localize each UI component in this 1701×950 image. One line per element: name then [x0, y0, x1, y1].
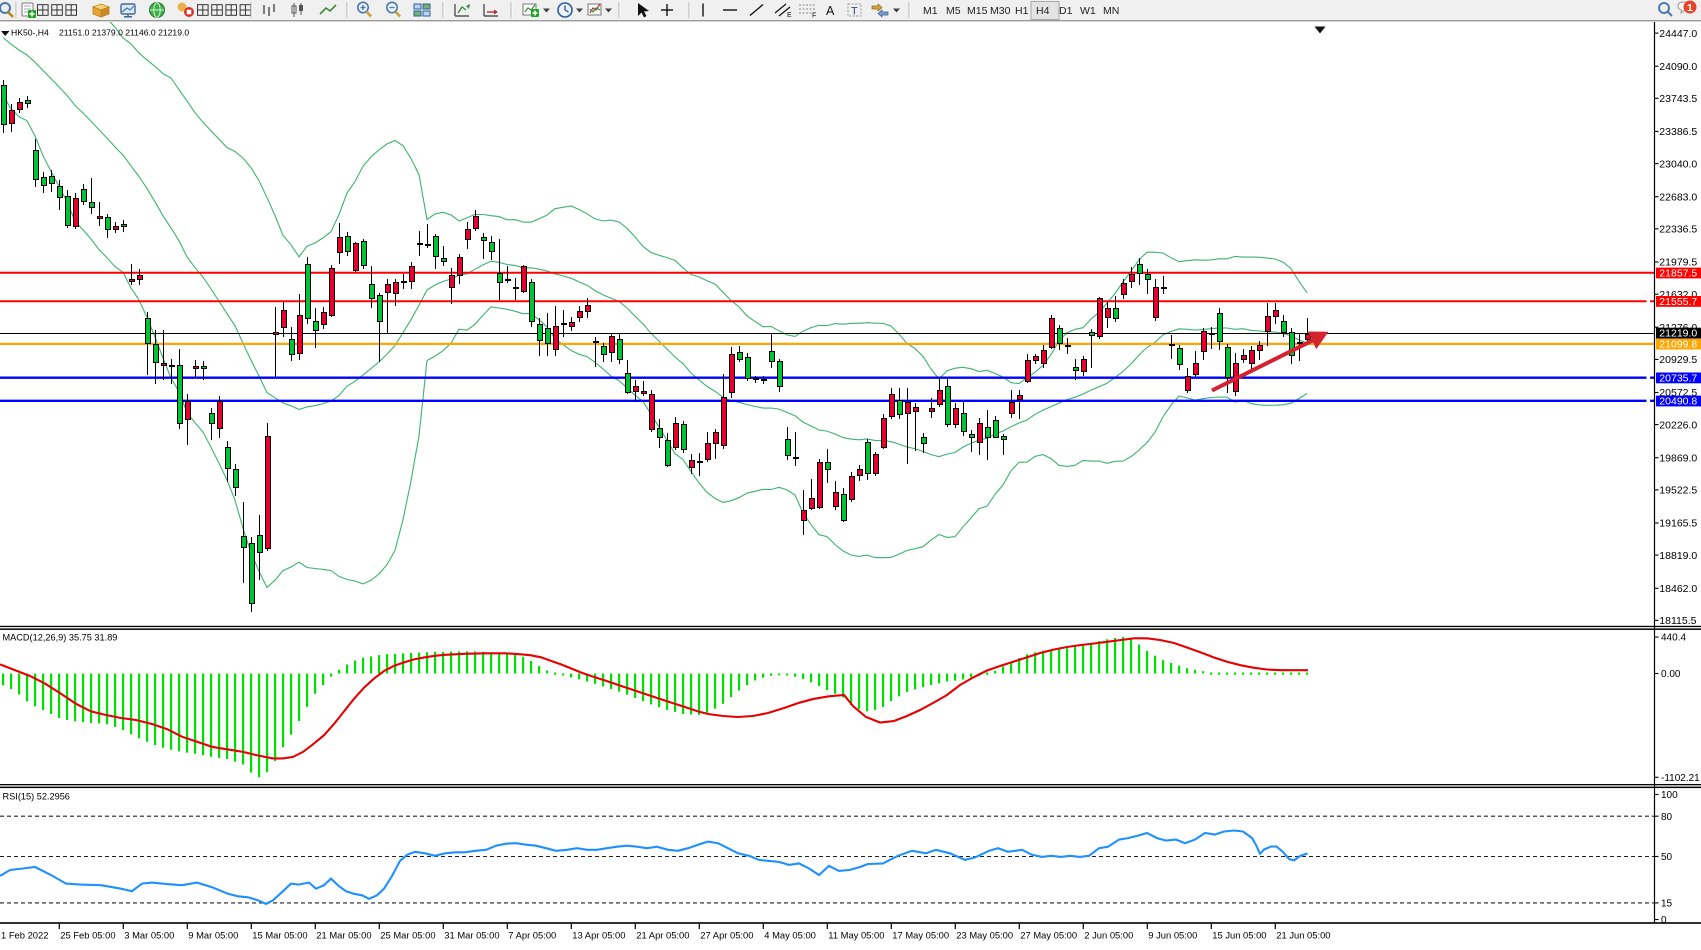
svg-text:E: E [787, 12, 792, 19]
svg-text:1 Feb 2022: 1 Feb 2022 [1, 930, 48, 941]
svg-text:22336.5: 22336.5 [1659, 224, 1697, 236]
svg-text:23386.5: 23386.5 [1659, 126, 1697, 138]
svg-text:4 May 05:00: 4 May 05:00 [764, 930, 816, 941]
svg-text:21979.5: 21979.5 [1659, 257, 1697, 269]
svg-text:13 Apr 05:00: 13 Apr 05:00 [572, 930, 625, 941]
svg-text:27 Apr 05:00: 27 Apr 05:00 [700, 930, 753, 941]
svg-text:MN: MN [1103, 5, 1119, 17]
svg-text:18819.0: 18819.0 [1659, 550, 1697, 562]
svg-text:21857.5: 21857.5 [1659, 268, 1697, 280]
svg-text:HK50-,H4: HK50-,H4 [11, 28, 49, 38]
svg-text:A: A [826, 4, 835, 18]
svg-text:M15: M15 [967, 5, 988, 17]
svg-text:M1: M1 [923, 5, 938, 17]
svg-text:H4: H4 [1036, 5, 1050, 17]
svg-text:20490.8: 20490.8 [1659, 396, 1697, 408]
svg-text:22683.0: 22683.0 [1659, 191, 1697, 203]
svg-text:19869.0: 19869.0 [1659, 452, 1697, 464]
svg-text:M5: M5 [946, 5, 961, 17]
svg-text:24090.0: 24090.0 [1659, 61, 1697, 73]
svg-text:21 Mar 05:00: 21 Mar 05:00 [316, 930, 371, 941]
svg-text:19522.5: 19522.5 [1659, 485, 1697, 497]
svg-text:21 Jun 05:00: 21 Jun 05:00 [1276, 930, 1330, 941]
svg-text:18115.5: 18115.5 [1659, 615, 1696, 627]
svg-text:50: 50 [1661, 852, 1673, 863]
svg-text:T: T [851, 6, 858, 18]
svg-text:80: 80 [1661, 812, 1673, 823]
svg-text:M30: M30 [990, 5, 1011, 17]
svg-text:100: 100 [1661, 790, 1678, 801]
svg-text:20929.5: 20929.5 [1659, 354, 1697, 366]
svg-text:0: 0 [1661, 915, 1667, 926]
svg-text:-1102.21: -1102.21 [1661, 773, 1700, 784]
svg-text:19165.5: 19165.5 [1659, 518, 1697, 530]
svg-text:0.00: 0.00 [1661, 669, 1681, 680]
svg-text:21 Apr 05:00: 21 Apr 05:00 [636, 930, 689, 941]
svg-text:2 Jun 05:00: 2 Jun 05:00 [1084, 930, 1133, 941]
svg-text:23040.0: 23040.0 [1659, 158, 1697, 170]
svg-text:15 Jun 05:00: 15 Jun 05:00 [1212, 930, 1266, 941]
svg-text:H1: H1 [1015, 5, 1029, 17]
svg-text:W1: W1 [1080, 5, 1096, 17]
svg-text:21099.8: 21099.8 [1659, 339, 1697, 351]
svg-text:23743.5: 23743.5 [1659, 93, 1697, 105]
svg-text:21151.0 21379.0 21146.0 21219.: 21151.0 21379.0 21146.0 21219.0 [59, 28, 189, 38]
svg-text:440.4: 440.4 [1661, 633, 1686, 644]
svg-text:21219.0: 21219.0 [1659, 328, 1697, 340]
svg-text:RSI(15) 52.2956: RSI(15) 52.2956 [3, 792, 70, 802]
svg-text:F: F [812, 13, 816, 20]
svg-text:1: 1 [1687, 2, 1693, 14]
svg-text:MACD(12,26,9) 35.75 31.89: MACD(12,26,9) 35.75 31.89 [3, 633, 118, 643]
svg-text:23 May 05:00: 23 May 05:00 [956, 930, 1013, 941]
svg-text:20735.7: 20735.7 [1659, 373, 1697, 385]
svg-text:3 Mar 05:00: 3 Mar 05:00 [124, 930, 174, 941]
svg-text:27 May 05:00: 27 May 05:00 [1020, 930, 1077, 941]
svg-text:24447.0: 24447.0 [1659, 28, 1697, 40]
svg-text:7 Apr 05:00: 7 Apr 05:00 [508, 930, 556, 941]
svg-text:31 Mar 05:00: 31 Mar 05:00 [444, 930, 499, 941]
svg-text:11 May 05:00: 11 May 05:00 [828, 930, 884, 941]
svg-text:15 Mar 05:00: 15 Mar 05:00 [252, 930, 307, 941]
svg-text:20226.0: 20226.0 [1659, 419, 1697, 431]
svg-text:21555.7: 21555.7 [1659, 296, 1697, 308]
svg-text:9 Mar 05:00: 9 Mar 05:00 [188, 930, 238, 941]
svg-text:9 Jun 05:00: 9 Jun 05:00 [1148, 930, 1197, 941]
svg-text:25 Feb 05:00: 25 Feb 05:00 [60, 930, 115, 941]
svg-text:18462.0: 18462.0 [1659, 583, 1697, 595]
svg-text:15: 15 [1661, 899, 1673, 910]
svg-text:17 May 05:00: 17 May 05:00 [892, 930, 949, 941]
svg-text:25 Mar 05:00: 25 Mar 05:00 [380, 930, 435, 941]
svg-text:D1: D1 [1059, 5, 1073, 17]
